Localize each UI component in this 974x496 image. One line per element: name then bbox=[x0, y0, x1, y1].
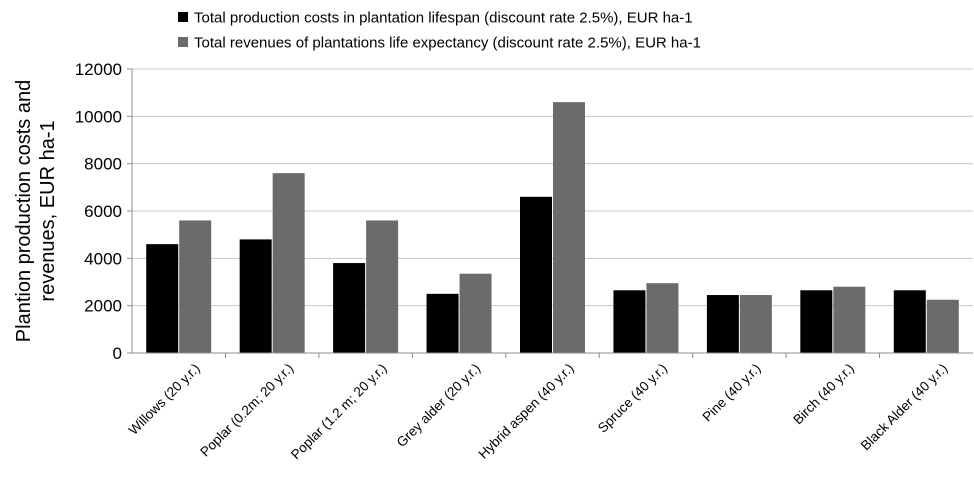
gridlines bbox=[132, 68, 973, 307]
x-tick-label: Willows (20 y.r.) bbox=[126, 361, 203, 438]
legend-swatch-revenues bbox=[178, 37, 188, 47]
bar-revenues bbox=[646, 283, 679, 353]
bar-revenues bbox=[179, 220, 212, 353]
x-tick-label: Birch (40 y.r.) bbox=[790, 361, 857, 428]
y-tick-label: 4000 bbox=[84, 249, 122, 268]
bar-revenues bbox=[366, 220, 399, 353]
axes bbox=[127, 68, 973, 358]
x-tick-label: Pine (40 y.r.) bbox=[699, 361, 763, 425]
legend-label-revenues: Total revenues of plantations life expec… bbox=[194, 35, 701, 52]
legend: Total production costs in plantation lif… bbox=[178, 10, 701, 52]
y-tick-label: 0 bbox=[113, 344, 122, 363]
y-axis-title: Plantion production costs and revenues, … bbox=[13, 80, 59, 342]
y-tick-label: 10000 bbox=[75, 107, 122, 126]
y-tick-label: 12000 bbox=[75, 60, 122, 79]
bar-production-costs bbox=[333, 263, 366, 353]
x-tick-label: Hybrid aspen (40 y.r.) bbox=[475, 361, 576, 462]
legend-label-production-costs: Total production costs in plantation lif… bbox=[194, 10, 693, 27]
x-tick-label: Poplar (0.2m; 20 y.r.) bbox=[197, 361, 296, 460]
x-tick-label: Spruce (40 y.r.) bbox=[595, 361, 670, 436]
x-tick-labels: Willows (20 y.r.)Poplar (0.2m; 20 y.r.)P… bbox=[126, 361, 951, 463]
x-tick-label: Black Alder (40 y.r.) bbox=[858, 361, 951, 454]
bar-revenues bbox=[739, 295, 772, 353]
y-tick-labels: 0 2000 4000 6000 8000 10000 12000 bbox=[75, 60, 122, 363]
legend-swatch-production-costs bbox=[178, 12, 188, 22]
bar-revenues bbox=[553, 102, 585, 353]
y-tick-label: 8000 bbox=[84, 155, 122, 174]
y-tick-label: 2000 bbox=[84, 297, 122, 316]
bar-revenues bbox=[272, 173, 305, 353]
bar-production-costs bbox=[613, 290, 646, 353]
bar-production-costs bbox=[520, 196, 552, 353]
x-tick-label: Poplar (1.2 m; 20 y.r.) bbox=[288, 361, 390, 463]
bar-production-costs bbox=[239, 239, 272, 353]
bars bbox=[146, 102, 959, 353]
x-tick-label: Grey alder (20 y.r.) bbox=[394, 361, 483, 450]
y-axis-title-line-1: Plantion production costs and bbox=[13, 80, 35, 342]
bar-production-costs bbox=[893, 290, 926, 353]
bar-production-costs bbox=[146, 244, 179, 353]
y-axis-title-line-2: revenues, EUR ha-1 bbox=[37, 120, 59, 301]
bar-production-costs bbox=[426, 293, 459, 353]
bar-revenues bbox=[459, 273, 492, 353]
y-tick-label: 6000 bbox=[84, 202, 122, 221]
bar-revenues bbox=[926, 299, 959, 353]
bar-production-costs bbox=[706, 295, 739, 353]
bar-production-costs bbox=[800, 290, 833, 353]
bar-revenues bbox=[833, 286, 866, 353]
